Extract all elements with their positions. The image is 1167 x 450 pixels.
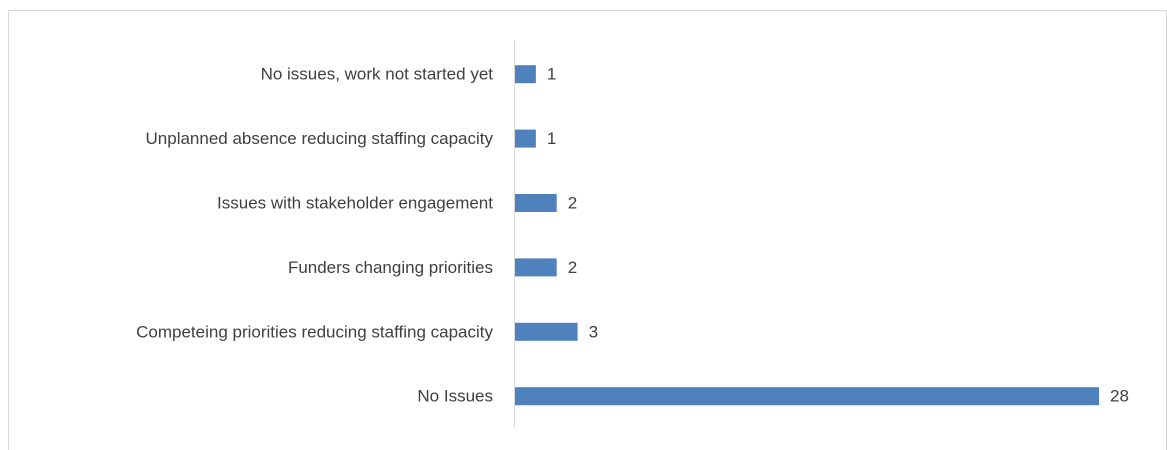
data-label: 2	[568, 193, 577, 212]
bar	[515, 65, 536, 84]
data-label: 28	[1110, 387, 1129, 406]
data-label: 1	[547, 129, 556, 148]
data-label: 1	[547, 65, 556, 84]
bar	[515, 258, 557, 277]
bar	[515, 129, 536, 148]
chart-border	[8, 10, 1167, 450]
bar	[515, 194, 557, 212]
y-tick-label: Unplanned absence reducing staffing capa…	[146, 129, 494, 148]
y-tick-label: Competeing priorities reducing staffing …	[136, 322, 493, 341]
y-tick-label: No Issues	[417, 387, 493, 406]
y-tick-label: Issues with stakeholder engagement	[217, 193, 493, 212]
bar	[515, 387, 1099, 406]
data-label: 2	[568, 258, 577, 277]
y-tick-label: No issues, work not started yet	[261, 65, 494, 84]
bar	[515, 322, 578, 341]
data-label: 3	[589, 322, 598, 341]
y-tick-label: Funders changing priorities	[288, 258, 493, 277]
